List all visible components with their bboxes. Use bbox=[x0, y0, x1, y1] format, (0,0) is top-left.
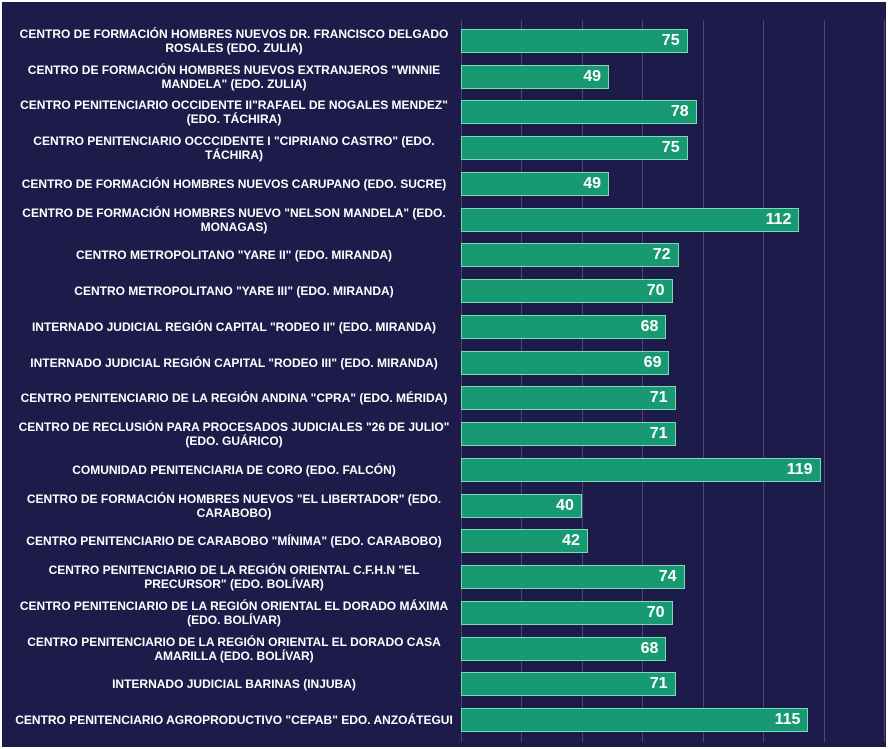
value-label: 75 bbox=[661, 139, 680, 157]
bar bbox=[461, 314, 667, 339]
value-label: 74 bbox=[658, 568, 677, 586]
bar bbox=[461, 672, 676, 697]
value-label: 78 bbox=[670, 103, 689, 121]
category-label: INTERNADO JUDICIAL REGIÓN CAPITAL "RODEO… bbox=[31, 319, 437, 334]
category-label: CENTRO PENITENCIARIO OCCIDENTE II"RAFAEL… bbox=[20, 98, 448, 127]
bar bbox=[461, 529, 588, 554]
value-label: 68 bbox=[640, 317, 659, 335]
value-label: 40 bbox=[556, 496, 574, 514]
bar bbox=[461, 64, 610, 89]
category-label: CENTRO METROPOLITANO "YARE II" (EDO. MIR… bbox=[75, 248, 393, 263]
category-label: CENTRO PENITENCIARIO OCCCIDENTE I "CIPRI… bbox=[33, 134, 435, 163]
bar bbox=[461, 565, 685, 590]
category-label: CENTRO DE RECLUSIÓN PARA PROCESADOS JUDI… bbox=[18, 420, 450, 449]
category-label: CENTRO DE FORMACIÓN HOMBRES NUEVOS CARUP… bbox=[21, 176, 447, 191]
bar bbox=[461, 386, 676, 411]
bar bbox=[461, 708, 809, 733]
grid-line bbox=[763, 20, 765, 742]
value-label: 72 bbox=[652, 246, 671, 264]
category-label: COMUNIDAD PENITENCIARIA DE CORO (EDO. FA… bbox=[72, 462, 396, 477]
value-label: 115 bbox=[774, 711, 801, 729]
value-label: 70 bbox=[646, 603, 665, 621]
bar bbox=[461, 100, 697, 125]
category-label: CENTRO PENITENCIARIO DE CARABOBO "MÍNIMA… bbox=[26, 534, 442, 549]
grid-line bbox=[521, 20, 523, 742]
bar bbox=[461, 636, 667, 661]
bar bbox=[461, 207, 800, 232]
value-label: 71 bbox=[649, 389, 668, 407]
value-label: 112 bbox=[765, 210, 792, 228]
bar bbox=[461, 171, 610, 196]
category-label: CENTRO PENITENCIARIO DE LA REGIÓN ORIENT… bbox=[27, 634, 441, 663]
category-label: CENTRO DE FORMACIÓN HOMBRES NUEVOS DR. F… bbox=[19, 26, 449, 55]
value-label: 42 bbox=[562, 532, 580, 550]
category-label: INTERNADO JUDICIAL BARINAS (INJUBA) bbox=[112, 677, 356, 692]
bar bbox=[461, 350, 670, 375]
category-label: CENTRO PENITENCIARIO DE LA REGIÓN ORIENT… bbox=[48, 563, 420, 592]
bar bbox=[461, 28, 688, 53]
grid-line bbox=[581, 20, 583, 742]
grid-line bbox=[702, 20, 704, 742]
value-label: 49 bbox=[583, 174, 602, 192]
category-label: CENTRO DE FORMACIÓN HOMBRES NUEVOS EXTRA… bbox=[27, 62, 441, 91]
value-label: 119 bbox=[786, 460, 813, 478]
category-label: CENTRO METROPOLITANO "YARE III" (EDO. MI… bbox=[74, 284, 394, 299]
bar bbox=[461, 279, 673, 304]
value-label: 69 bbox=[643, 353, 662, 371]
bar bbox=[461, 457, 821, 482]
category-label: CENTRO PENITENCIARIO AGROPRODUCTIVO "CEP… bbox=[15, 713, 453, 728]
category-label: INTERNADO JUDICIAL REGIÓN CAPITAL "RODEO… bbox=[30, 355, 438, 370]
value-label: 68 bbox=[640, 639, 659, 657]
value-label: 49 bbox=[583, 67, 602, 85]
category-label: CENTRO DE FORMACIÓN HOMBRES NUEVOS "EL L… bbox=[26, 491, 442, 520]
bar bbox=[461, 243, 679, 268]
value-label: 70 bbox=[646, 282, 665, 300]
category-label: CENTRO PENITENCIARIO DE LA REGIÓN ANDINA… bbox=[20, 391, 448, 406]
bar bbox=[461, 422, 676, 447]
category-label: CENTRO PENITENCIARIO DE LA REGIÓN ORIENT… bbox=[19, 598, 449, 627]
grid-line bbox=[823, 20, 825, 742]
value-label: 71 bbox=[649, 675, 668, 693]
grid-line bbox=[461, 20, 462, 742]
category-label: CENTRO DE FORMACIÓN HOMBRES NUEVO "NELSO… bbox=[22, 205, 446, 234]
value-label: 75 bbox=[661, 31, 680, 49]
bar bbox=[461, 600, 673, 625]
bar bbox=[461, 493, 582, 518]
grid-line bbox=[884, 20, 885, 742]
value-label: 71 bbox=[649, 425, 668, 443]
grid-line bbox=[642, 20, 644, 742]
bar bbox=[461, 136, 688, 161]
